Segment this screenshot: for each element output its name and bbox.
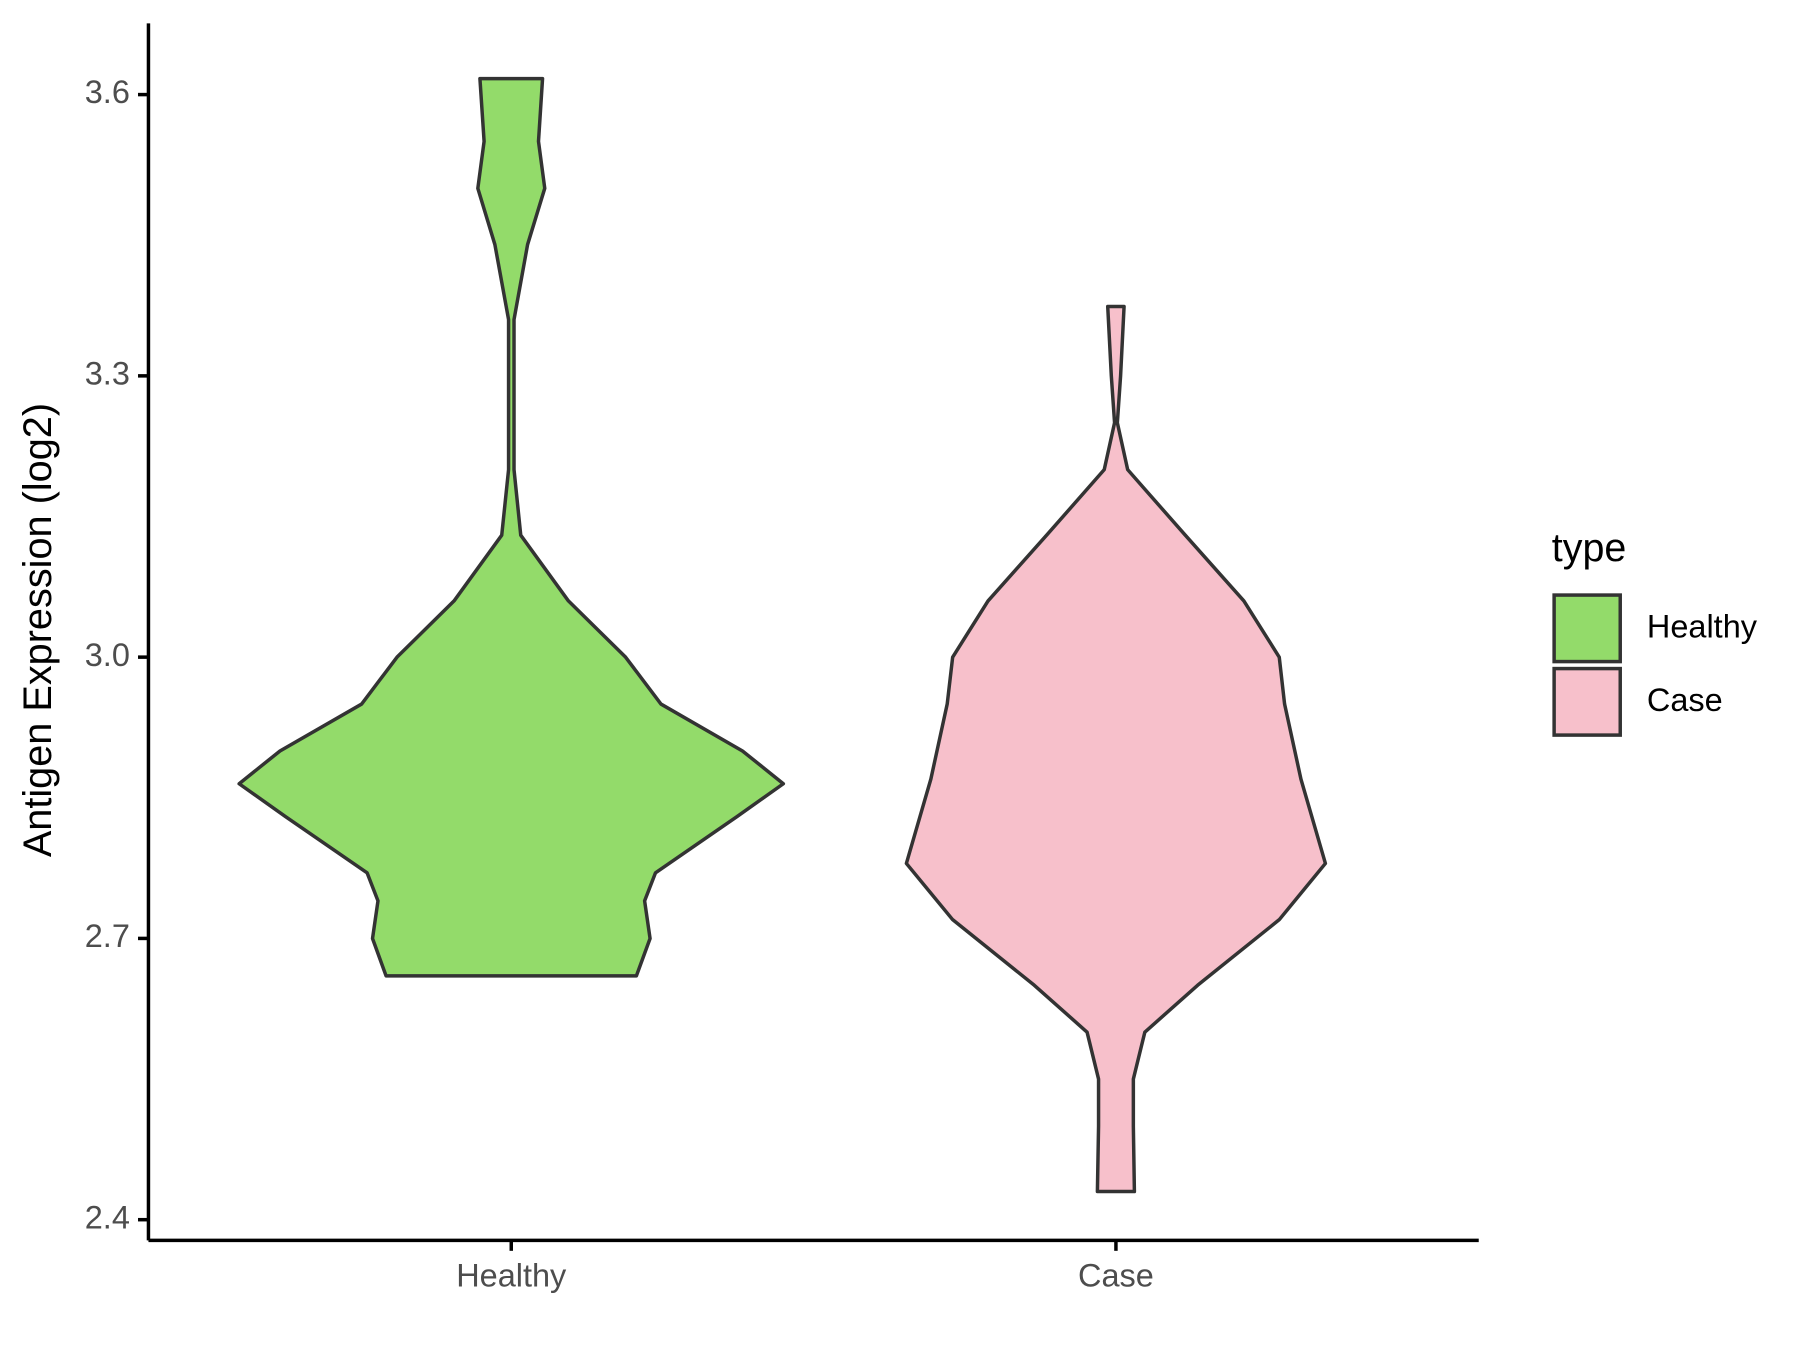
legend-key [1552,666,1622,737]
legend-label: Case [1647,682,1723,718]
violin [237,76,786,978]
legend-key [1552,593,1622,664]
y-tick-label: 2.7 [85,918,130,954]
y-axis-title: Antigen Expression (log2) [16,403,60,857]
y-tick-label: 3.6 [85,74,130,110]
x-tick-label: Healthy [456,1257,567,1293]
legend-title: type [1552,526,1627,570]
x-tick-label: Case [1078,1257,1154,1293]
violin [904,304,1328,1194]
y-tick-label: 2.4 [85,1199,130,1235]
y-tick-label: 3.3 [85,355,130,391]
legend-label: Healthy [1647,608,1758,644]
y-tick-label: 3.0 [85,637,130,673]
